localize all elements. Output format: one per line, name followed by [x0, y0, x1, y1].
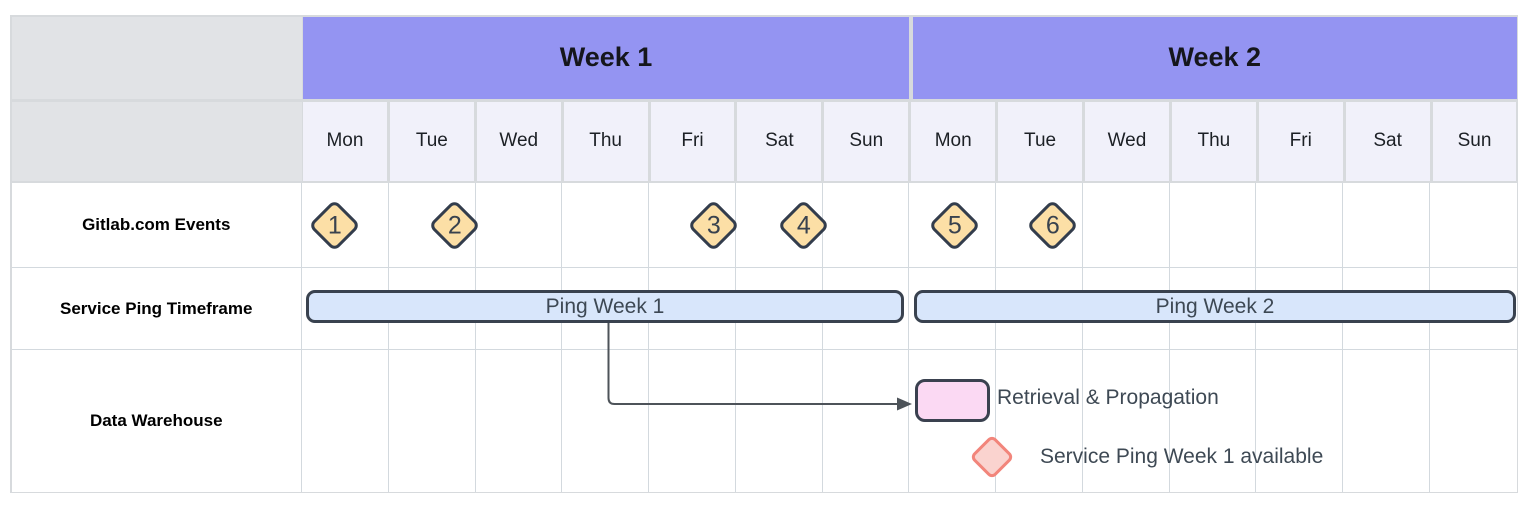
grid-cell — [1169, 183, 1257, 268]
grid-cell — [1083, 350, 1170, 492]
grid-cell — [1429, 183, 1517, 268]
grid-cell — [389, 350, 476, 492]
week-2-header: Week 2 — [913, 16, 1517, 99]
grid-cell — [1256, 350, 1343, 492]
event-number: 3 — [706, 211, 721, 239]
row-label-cell: Service Ping Timeframe — [11, 268, 302, 350]
event-number: 5 — [947, 211, 962, 239]
day-header: Wed — [476, 101, 561, 181]
grid-cell — [476, 350, 563, 492]
grid-cell — [475, 183, 563, 268]
day-header: Sun — [1432, 101, 1517, 181]
corner-cell-bottom — [11, 102, 302, 181]
grid-cell — [562, 350, 649, 492]
grid-cell — [909, 183, 996, 268]
event-number: 6 — [1045, 211, 1060, 239]
week-1-label: Week 1 — [559, 42, 653, 73]
grid-cell — [649, 350, 736, 492]
row-label-cell: Gitlab.com Events — [11, 183, 302, 268]
day-header: Mon — [911, 101, 996, 181]
corner-cell-top — [11, 16, 302, 99]
grid-cell — [996, 350, 1083, 492]
grid-cell — [823, 350, 910, 492]
grid-cell — [1429, 268, 1517, 350]
grid-cell — [1343, 183, 1430, 268]
grid-cell — [736, 350, 823, 492]
day-header: Thu — [563, 101, 648, 181]
grid-cell — [1430, 350, 1517, 492]
grid-cell — [996, 183, 1083, 268]
grid-cell — [1170, 350, 1257, 492]
event-number: 4 — [796, 211, 811, 239]
grid-cell — [302, 183, 389, 268]
day-header: Sat — [737, 101, 822, 181]
ping-week-1-label: Ping Week 1 — [545, 294, 665, 318]
grid-cell — [302, 350, 389, 492]
grid-cell — [909, 350, 996, 492]
grid-cell — [1256, 183, 1343, 268]
grid-cell — [822, 183, 910, 268]
day-header: Fri — [650, 101, 735, 181]
service-ping-available-label: Service Ping Week 1 available — [1040, 445, 1324, 468]
retrieval-propagation-box — [915, 379, 990, 422]
retrieval-propagation-label: Retrieval & Propagation — [997, 386, 1219, 409]
day-header: Mon — [303, 101, 387, 181]
ping-week-2-label: Ping Week 2 — [1155, 294, 1275, 318]
row-label: Data Warehouse — [89, 410, 223, 430]
day-header-row: Mon Tue Wed Thu Fri Sat Sun Mon Tue Wed … — [303, 101, 1517, 181]
row-label: Service Ping Timeframe — [60, 298, 253, 318]
day-header: Tue — [389, 101, 474, 181]
day-header: Sat — [1345, 101, 1430, 181]
row-label: Gitlab.com Events — [82, 215, 231, 234]
ping-week-1-bar: Ping Week 1 — [306, 290, 904, 323]
event-number: 1 — [327, 211, 342, 239]
week-2-label: Week 2 — [1168, 42, 1262, 73]
day-header: Sun — [824, 101, 909, 181]
day-header: Fri — [1258, 101, 1343, 181]
grid-cell — [1082, 183, 1170, 268]
grid-cell — [562, 183, 649, 268]
day-header: Tue — [998, 101, 1083, 181]
day-header: Thu — [1171, 101, 1256, 181]
row-label-cell: Data Warehouse — [12, 350, 302, 492]
day-header: Wed — [1085, 101, 1169, 181]
event-number: 2 — [447, 211, 462, 239]
timeline-table: Week 1 Week 2 Mon Tue Wed Thu Fri Sat Su… — [10, 15, 1518, 493]
week-1-header: Week 1 — [303, 16, 909, 99]
ping-week-2-bar: Ping Week 2 — [914, 290, 1516, 323]
grid-cell — [1343, 350, 1430, 492]
